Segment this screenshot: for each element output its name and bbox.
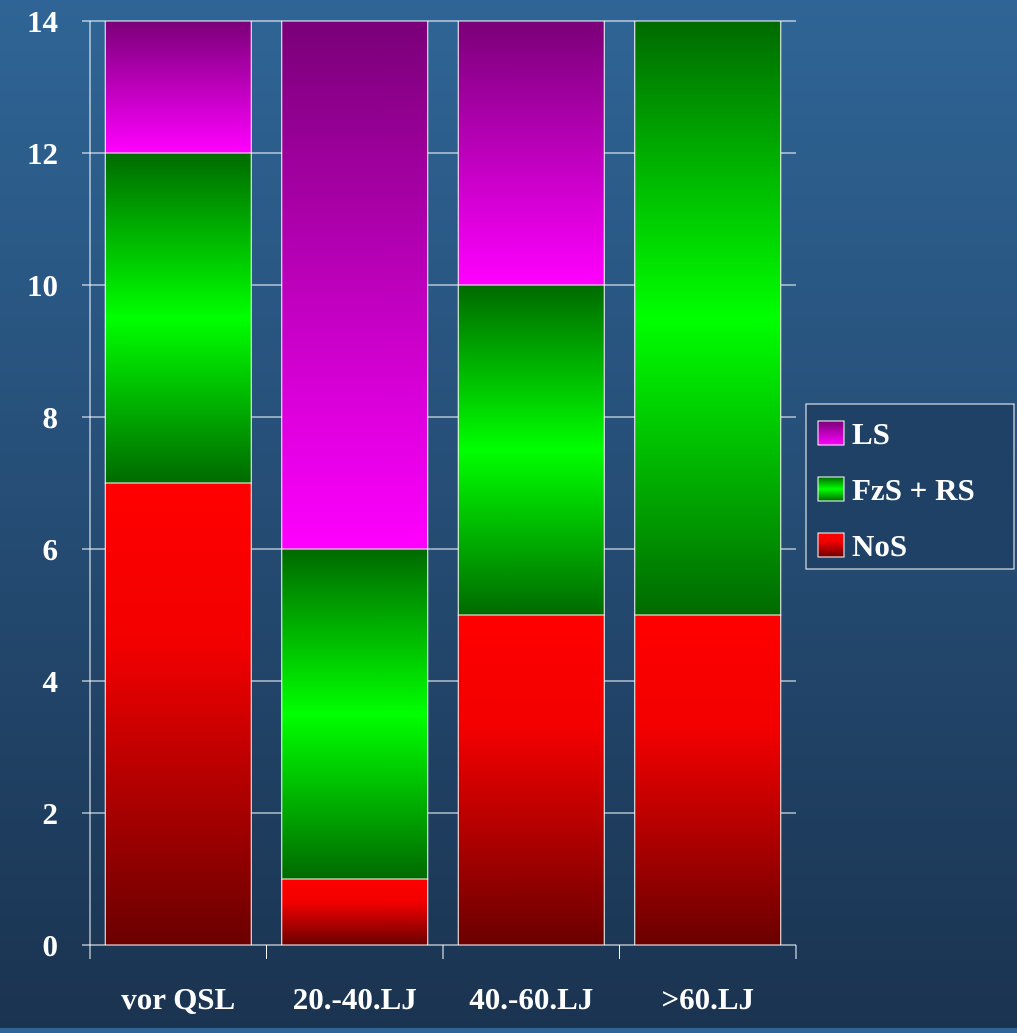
- bar-40-60-lj-fzs-rs: [457, 284, 605, 616]
- y-tick-label-2: 2: [43, 796, 59, 831]
- legend-swatch-nos: [817, 532, 845, 558]
- bar-20-40-lj-ls: [281, 20, 429, 550]
- bars-layer: [104, 20, 782, 946]
- y-tick-label-12: 12: [27, 136, 58, 171]
- legend-label-nos: NoS: [852, 528, 907, 563]
- bar-vor-qsl-fzs-rs: [104, 152, 252, 484]
- y-tick-label-6: 6: [43, 532, 59, 567]
- bar-60-lj-fzs-rs: [634, 20, 782, 616]
- y-tick-label-4: 4: [43, 664, 59, 699]
- bar-20-40-lj-fzs-rs: [281, 548, 429, 880]
- legend: LS FzS + RS NoS: [805, 403, 1015, 570]
- legend-swatch-ls: [817, 420, 845, 446]
- bar-40-60-lj-ls: [457, 20, 605, 286]
- axis-layer: 0 2 4 6 8 10 12 14 vor QSL 20.-40.LJ 40.-60.LJ >60.…: [27, 4, 797, 1016]
- y-tick-label-14: 14: [27, 4, 58, 39]
- bar-40-60-lj-nos: [457, 614, 605, 946]
- x-tick-label-20-40-lj: 20.-40.LJ: [293, 981, 417, 1016]
- bar-vor-qsl-nos: [104, 482, 252, 946]
- x-tick-label-vor-qsl: vor QSL: [121, 981, 235, 1016]
- y-tick-label-10: 10: [27, 268, 58, 303]
- bar-20-40-lj-nos: [281, 878, 429, 946]
- y-tick-label-8: 8: [43, 400, 59, 435]
- legend-label-ls: LS: [852, 416, 890, 451]
- legend-label-fzs-rs: FzS + RS: [852, 472, 975, 507]
- x-tick-label-60-lj: >60.LJ: [661, 981, 754, 1016]
- x-tick-label-40-60-lj: 40.-60.LJ: [469, 981, 593, 1016]
- bar-60-lj-nos: [634, 614, 782, 946]
- bar-vor-qsl-ls: [104, 20, 252, 154]
- y-tick-label-0: 0: [43, 928, 59, 963]
- legend-swatch-fzs-rs: [817, 476, 845, 502]
